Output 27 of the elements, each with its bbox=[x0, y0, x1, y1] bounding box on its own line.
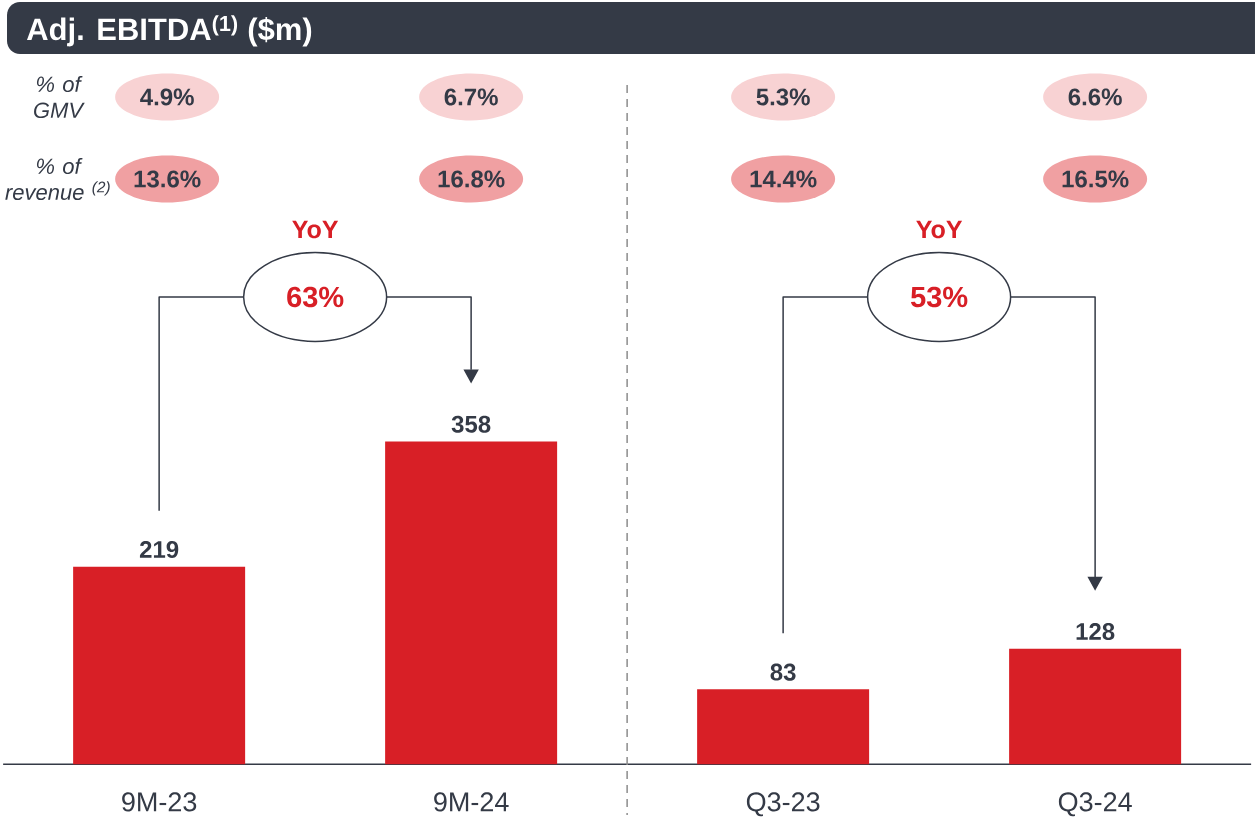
text: 16.8% bbox=[438, 170, 505, 188]
bar bbox=[73, 566, 246, 765]
text: % of GMV bbox=[34, 75, 85, 119]
text: 16.5% bbox=[1062, 170, 1129, 188]
data-label: 219 bbox=[139, 541, 179, 559]
data-label: 358 bbox=[451, 415, 491, 433]
bar bbox=[1009, 648, 1182, 765]
text: 13.6% bbox=[134, 170, 201, 188]
text: 5.3% bbox=[756, 88, 810, 106]
data-label: 83 bbox=[770, 663, 796, 681]
text: 6.7% bbox=[444, 88, 498, 106]
x-tick-label: 9M-23 bbox=[122, 792, 197, 812]
x-tick-label: Q3-23 bbox=[746, 792, 820, 817]
text: YoY bbox=[292, 220, 339, 239]
text: % of revenue $^{(2)}$ bbox=[5, 157, 110, 201]
bar bbox=[697, 689, 870, 765]
data-label: 128 bbox=[1076, 623, 1115, 641]
text: 6.6% bbox=[1068, 88, 1122, 106]
x-tick-label: Q3-24 bbox=[1058, 792, 1132, 817]
x-tick-label: 9M-24 bbox=[434, 792, 509, 812]
text: 53% bbox=[910, 286, 968, 308]
text: 4.9% bbox=[140, 88, 194, 106]
chart-title: Adj. EBITDA$^{(1)}$ ($m) bbox=[26, 15, 312, 47]
text: YoY bbox=[916, 220, 963, 239]
text: 63% bbox=[287, 286, 344, 308]
text: 14.4% bbox=[750, 170, 817, 188]
bar bbox=[385, 441, 558, 765]
